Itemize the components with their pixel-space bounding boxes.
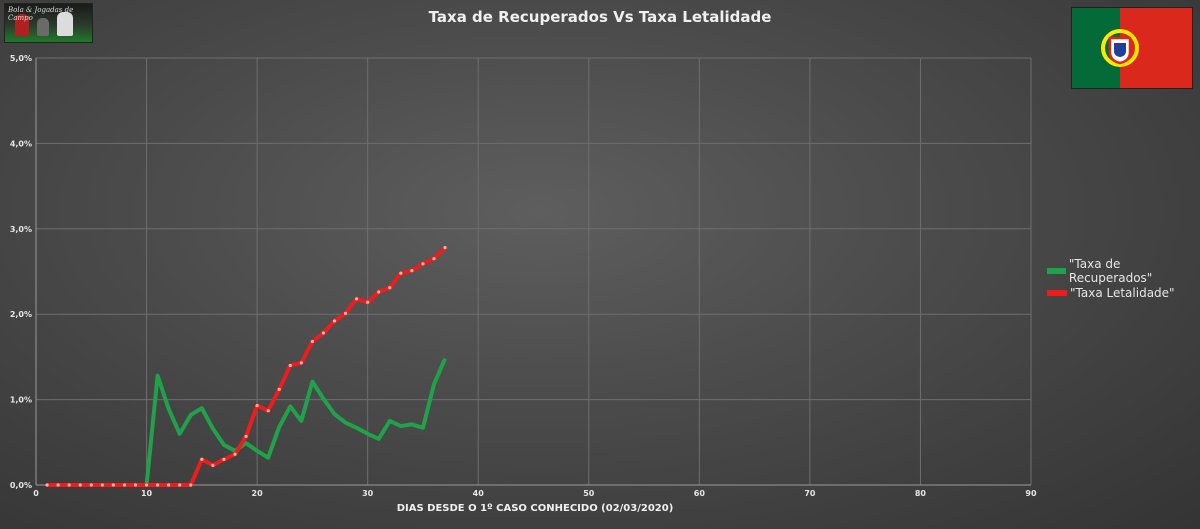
series-point-letalidade bbox=[222, 457, 226, 461]
legend-label-recuperados: "Taxa de Recuperados" bbox=[1068, 257, 1153, 285]
series-point-letalidade bbox=[144, 483, 149, 487]
x-tick-label: 70 bbox=[804, 489, 816, 498]
x-tick-label: 30 bbox=[362, 489, 374, 498]
inner-shield-icon bbox=[1114, 43, 1126, 57]
legend-label-letalidade: "Taxa Letalidade" bbox=[1070, 286, 1175, 300]
legend-swatch-recuperados bbox=[1047, 268, 1066, 274]
series-point-letalidade bbox=[122, 483, 127, 487]
series-point-letalidade bbox=[78, 483, 82, 487]
line-chart: 0,0% 1,0% 2,0% 3,0% 4,0% 5,0% 0 10 20 30 40 50 60 70 8… bbox=[10, 54, 1037, 498]
x-tick-label: 20 bbox=[252, 489, 264, 498]
x-tick-label: 50 bbox=[583, 489, 595, 498]
x-tick-label: 80 bbox=[915, 489, 927, 498]
series-point-letalidade bbox=[67, 483, 71, 487]
series-point-letalidade bbox=[255, 403, 259, 408]
chart-title: Taxa de Recuperados Vs Taxa Letalidade bbox=[428, 8, 772, 26]
series-line-recuperados bbox=[47, 357, 447, 487]
x-axis-label: DIAS DESDE O 1º CASO CONHECIDO (02/03/20… bbox=[396, 503, 674, 514]
legend-item-letalidade: "Taxa Letalidade" bbox=[1047, 282, 1200, 304]
series-point-letalidade bbox=[167, 483, 171, 487]
y-tick-label: 0,0% bbox=[10, 481, 32, 490]
series-point-letalidade bbox=[100, 483, 104, 487]
y-tick-label: 2,0% bbox=[10, 310, 32, 319]
series-point-letalidade bbox=[178, 483, 182, 487]
x-tick-label: 10 bbox=[141, 489, 153, 498]
player-figure-red bbox=[15, 14, 29, 36]
player-figure-grey bbox=[37, 18, 49, 36]
series-point-letalidade bbox=[233, 452, 237, 456]
series-point-letalidade bbox=[321, 331, 326, 335]
y-tick-label: 5,0% bbox=[10, 54, 32, 63]
series-point-letalidade bbox=[266, 409, 270, 413]
series-point-letalidade bbox=[45, 483, 49, 487]
series-point-letalidade bbox=[211, 463, 215, 467]
series-point-letalidade bbox=[310, 339, 314, 344]
series-point-letalidade bbox=[244, 434, 248, 438]
logo-text: Bola & Jogadas de Campo bbox=[8, 6, 74, 22]
x-tick-label: 60 bbox=[694, 489, 706, 498]
series-point-letalidade bbox=[399, 271, 403, 275]
series-point-letalidade bbox=[443, 245, 447, 250]
series-point-letalidade bbox=[343, 311, 348, 315]
y-tick-label: 3,0% bbox=[10, 225, 32, 234]
x-tick-label: 0 bbox=[33, 489, 39, 498]
series-point-letalidade bbox=[377, 290, 381, 294]
series-point-letalidade bbox=[56, 483, 60, 487]
armillary-sphere-icon bbox=[1101, 29, 1139, 67]
legend: "Taxa de Recuperados" "Taxa Letalidade" bbox=[1047, 257, 1200, 304]
series-point-letalidade bbox=[355, 297, 359, 301]
series-point-letalidade bbox=[366, 300, 370, 304]
series-point-letalidade bbox=[111, 483, 115, 487]
series-point-letalidade bbox=[432, 257, 436, 261]
series-point-letalidade bbox=[421, 262, 425, 266]
portugal-flag bbox=[1071, 7, 1193, 89]
legend-item-recuperados: "Taxa de Recuperados" bbox=[1047, 257, 1200, 285]
football-players-logo: Bola & Jogadas de Campo bbox=[4, 3, 93, 43]
series-point-letalidade bbox=[332, 319, 337, 323]
series-point-letalidade bbox=[200, 457, 204, 461]
x-tick-label: 40 bbox=[473, 489, 485, 498]
series-point-letalidade bbox=[410, 269, 414, 273]
series-point-letalidade bbox=[133, 483, 138, 487]
series-point-letalidade bbox=[299, 361, 303, 365]
series-point-letalidade bbox=[388, 286, 392, 290]
flag-red-field bbox=[1120, 8, 1192, 88]
legend-swatch-letalidade bbox=[1047, 290, 1067, 296]
series-point-letalidade bbox=[156, 483, 160, 487]
series-point-letalidade bbox=[189, 483, 193, 487]
y-tick-label: 4,0% bbox=[10, 139, 32, 148]
series-point-letalidade bbox=[277, 387, 281, 391]
series-point-letalidade bbox=[89, 483, 93, 487]
series-line-letalidade bbox=[47, 246, 447, 487]
player-figure-white bbox=[57, 12, 73, 36]
x-tick-label: 90 bbox=[1025, 489, 1037, 498]
y-tick-label: 1,0% bbox=[10, 396, 32, 405]
series-point-letalidade bbox=[288, 363, 292, 368]
